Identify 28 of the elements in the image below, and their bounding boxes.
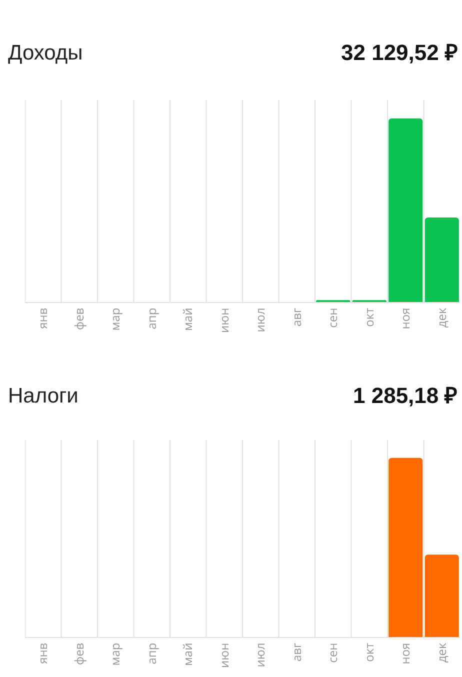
x-tick-label: ноя: [396, 308, 414, 330]
x-tick-label: май: [179, 642, 196, 666]
x-tick-label: дек: [432, 307, 450, 328]
x-tick-label: окт: [360, 307, 378, 327]
x-tick-label: фев: [70, 308, 88, 330]
x-tick-label: июл: [252, 642, 269, 668]
x-tick-label: ноя: [396, 642, 414, 664]
chart-title: Налоги: [8, 384, 78, 408]
x-tick-label: окт: [360, 642, 378, 662]
chart-subtitle: 32 129,52 ₽: [341, 40, 458, 65]
x-tick-label: мар: [106, 308, 124, 331]
x-tick-label: янв: [34, 642, 52, 664]
x-tick-label: авг: [288, 308, 305, 327]
x-tick-label: июл: [252, 308, 269, 332]
x-tick-label: мар: [106, 642, 124, 666]
x-tick-label: июн: [215, 642, 232, 668]
chart-title: Доходы: [8, 41, 83, 64]
x-tick-label: фев: [70, 642, 88, 666]
x-tick-label: сен: [324, 308, 342, 328]
x-tick-label: сен: [324, 642, 342, 663]
x-tick-label: авг: [288, 642, 305, 662]
x-tick-label: дек: [432, 642, 450, 663]
x-tick-label: май: [179, 308, 196, 331]
x-tick-label: апр: [142, 642, 160, 664]
x-tick-label: янв: [34, 308, 52, 329]
x-tick-label: июн: [215, 308, 232, 333]
chart-subtitle: 1 285,18 ₽: [353, 383, 458, 408]
x-tick-label: апр: [142, 308, 160, 330]
